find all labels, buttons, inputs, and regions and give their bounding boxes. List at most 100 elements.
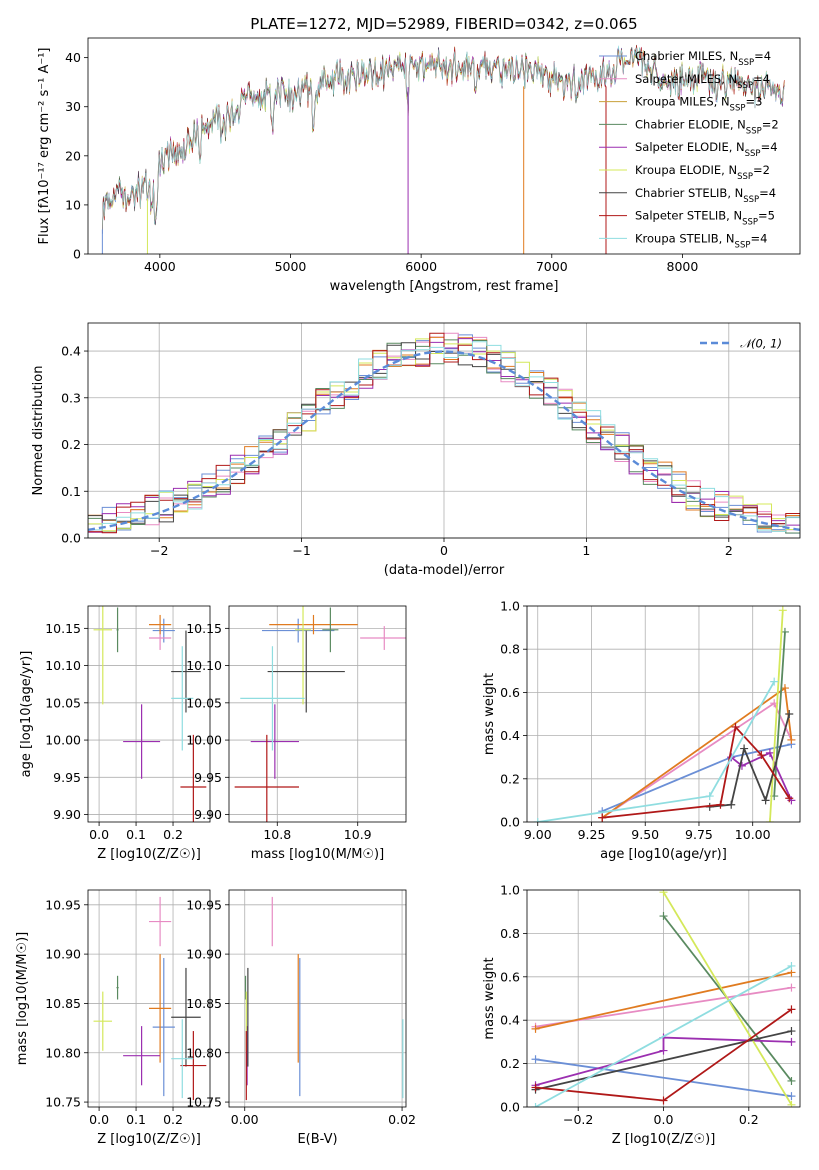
y-tick-label: 10.15 bbox=[186, 621, 222, 636]
mass-weight-line bbox=[535, 965, 792, 1107]
plot-area-1 bbox=[88, 332, 800, 538]
y-tick-label: 30 bbox=[65, 99, 81, 114]
legend-label: Chabrier STELIB, NSSP=4 bbox=[635, 186, 776, 205]
x-tick-label: 5000 bbox=[275, 259, 307, 274]
y-tick-label: 0.8 bbox=[500, 642, 520, 657]
mass-weight-marker bbox=[761, 796, 770, 805]
mass-weight-marker bbox=[531, 1103, 540, 1107]
mass-weight-marker bbox=[765, 748, 774, 757]
mass-weight-marker bbox=[727, 800, 736, 809]
y-tick-label: 10.90 bbox=[45, 947, 81, 962]
y-tick-label: 0.0 bbox=[500, 815, 520, 830]
error-bar-point bbox=[240, 646, 305, 751]
mass-weight-line bbox=[537, 681, 775, 822]
normal-reference-curve bbox=[88, 350, 800, 531]
error-bar-point bbox=[93, 606, 113, 705]
x-axis-label: E(B-V) bbox=[297, 1132, 337, 1147]
y-axis-label: age [log10(age/yr)] bbox=[19, 651, 34, 778]
x-tick-label: 0.0 bbox=[654, 1112, 674, 1127]
spectrum-line bbox=[102, 45, 785, 233]
mass-weight-line bbox=[773, 631, 786, 797]
mass-weight-marker bbox=[659, 1046, 668, 1055]
plot-area-2 bbox=[93, 606, 207, 822]
error-bar-point bbox=[234, 734, 299, 822]
error-bar-point bbox=[180, 1031, 207, 1101]
y-tick-label: 10.00 bbox=[45, 733, 81, 748]
mass-weight-line bbox=[535, 1058, 792, 1098]
y-tick-label: 9.95 bbox=[194, 770, 222, 785]
x-tick-label: 0.2 bbox=[163, 827, 183, 842]
x-tick-label: 9.50 bbox=[631, 827, 659, 842]
error-bar-point bbox=[180, 734, 207, 822]
legend-label: Salpeter ELODIE, NSSP=4 bbox=[635, 140, 778, 159]
x-tick-label: 0.0 bbox=[89, 827, 109, 842]
x-tick-label: 10.8 bbox=[263, 827, 291, 842]
y-axis-label: mass weight bbox=[482, 673, 497, 755]
plot-area-6 bbox=[244, 896, 404, 1101]
y-tick-label: 10.05 bbox=[186, 695, 222, 710]
mass-weight-marker bbox=[533, 818, 542, 822]
legend: Chabrier MILES, NSSP=4 Salpeter MILES, NS… bbox=[599, 49, 779, 250]
y-tick-label: 10.95 bbox=[45, 897, 81, 912]
plot-area-7 bbox=[531, 890, 796, 1107]
y-tick-label: 10.15 bbox=[45, 621, 81, 636]
error-bar-point bbox=[171, 967, 201, 1067]
legend: 𝒩(0, 1) bbox=[700, 337, 782, 351]
legend-label: Salpeter STELIB, NSSP=5 bbox=[635, 209, 775, 228]
y-tick-label: 0.0 bbox=[500, 1100, 520, 1115]
y-tick-label: 0.4 bbox=[500, 728, 520, 743]
mass-weight-line bbox=[535, 971, 792, 1030]
y-tick-label: 10 bbox=[65, 197, 81, 212]
mass-weight-line bbox=[535, 1036, 792, 1087]
x-axis-label: Z [log10(Z/Z☉)] bbox=[612, 1132, 716, 1147]
panel-0: 4000 5000 6000 7000 8000 0 10 20 30 40 wavelength … bbox=[37, 37, 801, 294]
y-tick-label: 0.6 bbox=[500, 685, 520, 700]
mass-weight-marker bbox=[787, 983, 796, 992]
error-bar-point bbox=[322, 607, 339, 653]
mass-weight-marker bbox=[659, 912, 668, 921]
y-tick-label: 10.85 bbox=[45, 996, 81, 1011]
legend-label: Chabrier ELODIE, NSSP=2 bbox=[635, 117, 779, 136]
x-axis-label: wavelength [Angstrom, rest frame] bbox=[330, 279, 559, 294]
axes-frame bbox=[526, 605, 801, 823]
mass-weight-line bbox=[662, 891, 793, 1106]
y-tick-label: 10.85 bbox=[186, 996, 222, 1011]
x-tick-label: 9.00 bbox=[524, 827, 552, 842]
x-tick-label: 6000 bbox=[405, 259, 437, 274]
axes-frame bbox=[87, 889, 211, 1108]
x-tick-label: 0.2 bbox=[163, 1112, 183, 1127]
x-tick-label: 0.1 bbox=[126, 827, 146, 842]
error-bar-point bbox=[294, 606, 312, 705]
plot-area-3 bbox=[234, 606, 406, 822]
mass-weight-line bbox=[769, 610, 784, 822]
y-tick-label: 10.75 bbox=[45, 1095, 81, 1110]
y-tick-label: 10.05 bbox=[45, 695, 81, 710]
mass-weight-marker bbox=[705, 792, 714, 801]
x-tick-label: 10.9 bbox=[344, 827, 372, 842]
error-bar-point bbox=[152, 958, 175, 1097]
error-bar-point bbox=[123, 1026, 161, 1086]
histogram-step bbox=[88, 341, 800, 538]
legend-label: Salpeter MILES, NSSP=4 bbox=[635, 72, 770, 91]
mass-weight-marker bbox=[531, 1055, 540, 1064]
error-bar-point bbox=[116, 975, 119, 1000]
x-tick-label: 0.02 bbox=[388, 1112, 416, 1127]
error-bar-point bbox=[116, 607, 119, 653]
mass-weight-marker bbox=[740, 744, 749, 753]
mass-weight-marker bbox=[757, 751, 766, 760]
panel-7: −0.2 0.0 0.2 0.0 0.2 0.4 0.6 0.8 1.0 Z [log10(Z/Z… bbox=[482, 883, 801, 1147]
mass-weight-marker bbox=[787, 1100, 796, 1107]
y-tick-label: 10.95 bbox=[186, 897, 222, 912]
mass-weight-marker bbox=[731, 722, 740, 731]
mass-weight-marker bbox=[785, 794, 794, 803]
mass-weight-marker bbox=[785, 710, 794, 718]
error-bar-point bbox=[261, 618, 335, 643]
y-tick-label: 20 bbox=[65, 148, 81, 163]
mass-weight-marker bbox=[778, 606, 787, 615]
x-tick-label: −1 bbox=[292, 543, 310, 558]
panel-2: 0.0 0.1 0.2 9.90 9.95 10.00 10.05 10.10 10.15 Z [… bbox=[19, 605, 211, 862]
error-bar-point bbox=[171, 1019, 194, 1099]
legend-label: 𝒩(0, 1) bbox=[740, 337, 782, 351]
error-bar-point bbox=[149, 614, 172, 635]
